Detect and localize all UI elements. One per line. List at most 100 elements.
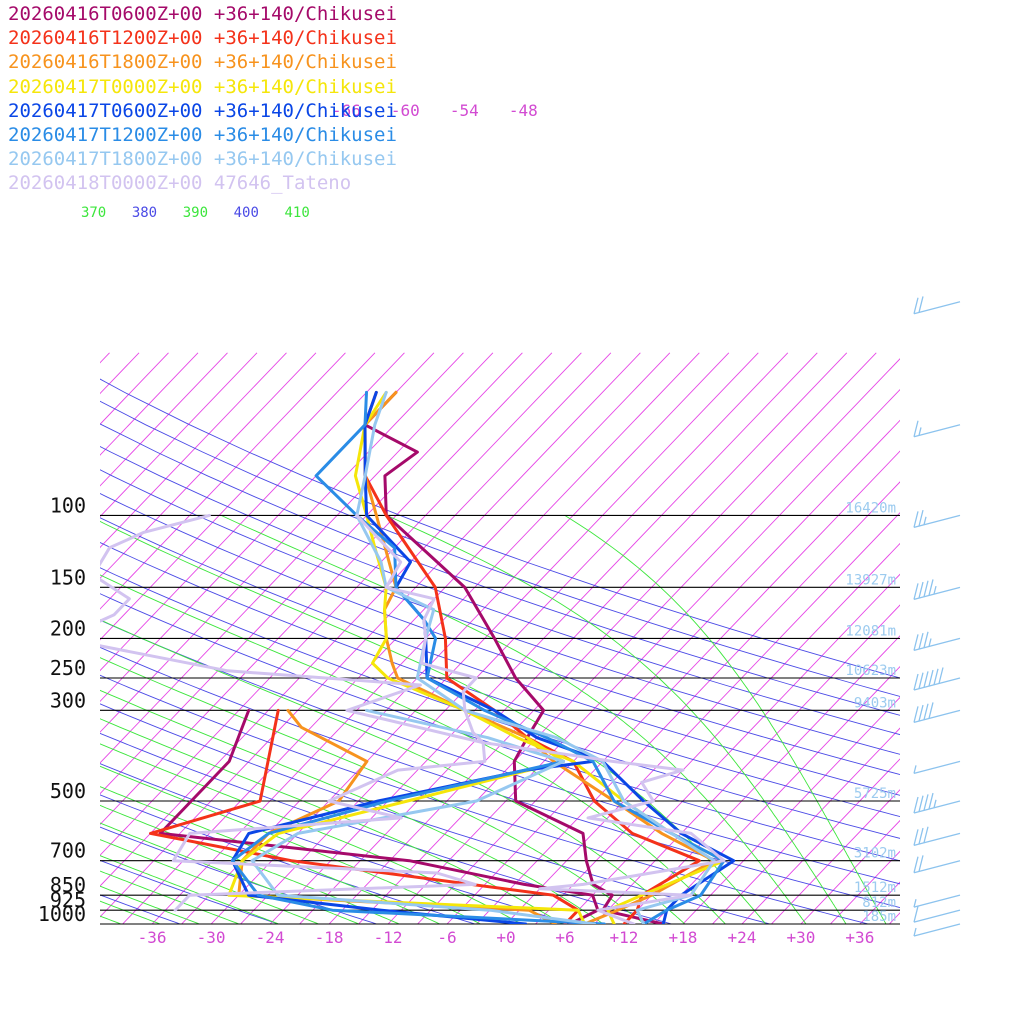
wind-barb-staff	[913, 760, 961, 775]
temperature-profile	[355, 513, 726, 924]
moist-adiabat-line	[100, 804, 401, 924]
temperature-tick-label: -24	[256, 928, 285, 947]
wind-barb-feather	[923, 826, 929, 843]
temperature-profile	[353, 390, 726, 924]
temperature-profile	[355, 390, 716, 924]
height-label: 10623m	[845, 663, 896, 679]
wind-barbs	[913, 296, 961, 937]
wind-barb	[913, 760, 961, 775]
pressure-tick-label: 925	[50, 888, 86, 912]
dry-adiabat-line	[100, 894, 182, 924]
height-label: 1512m	[854, 880, 896, 896]
wind-barb	[913, 420, 961, 438]
isotherm-line	[100, 352, 228, 487]
wind-barb-feather	[928, 579, 934, 596]
wind-barb	[913, 894, 961, 908]
pressure-tick-label: 300	[50, 688, 86, 712]
dry-adiabat-line	[100, 378, 900, 679]
dry-adiabat-line	[100, 674, 871, 924]
isotherm-line	[919, 353, 1024, 924]
theta-label: 410	[284, 205, 309, 221]
wind-barb-half-feather	[933, 799, 937, 808]
wind-barb	[913, 509, 961, 529]
temperature-tick-label: +0	[496, 928, 515, 947]
height-label: 16420m	[845, 500, 896, 516]
moist-adiabat-line	[100, 689, 605, 924]
dry-adiabat-line	[0, 353, 6, 933]
pressure-tick-label: 250	[50, 656, 86, 680]
wind-barb-staff	[913, 301, 961, 315]
height-label: 12081m	[845, 623, 896, 639]
height-label: 5725m	[854, 786, 896, 802]
wind-barb	[913, 855, 961, 874]
isotherm-line	[889, 912, 900, 924]
isotherm-line	[682, 696, 900, 924]
wind-barb-half-feather	[928, 638, 932, 647]
pressure-tick-label: 850	[50, 873, 86, 897]
legend-entry: 20260416T0600Z+00 +36+140/Chikusei	[8, 3, 397, 25]
legend-entry: 20260418T0000Z+00 47646_Tateno	[8, 172, 352, 195]
temperature-tick-label: -30	[197, 928, 226, 947]
wind-barb-feather	[928, 792, 934, 810]
wind-barb	[913, 826, 961, 846]
wind-barb-feather	[923, 703, 929, 720]
dewpoint-profile	[158, 708, 600, 924]
pressure-tick-label: 700	[50, 839, 86, 863]
wind-barb-half-feather	[923, 516, 927, 525]
temperature-profile	[314, 390, 726, 924]
dry-adiabat-line	[100, 493, 900, 776]
wind-barb-feather	[918, 795, 924, 812]
moist-adiabat-line	[100, 574, 727, 924]
pressure-tick-label: 200	[50, 616, 86, 640]
wind-barb-staff	[913, 514, 961, 529]
wind-barb-feather	[913, 297, 919, 314]
upper-isotherm-label: -66	[332, 101, 361, 120]
wind-barb-feather	[913, 511, 919, 528]
wind-barb-feather	[918, 672, 924, 689]
moist-adiabat-line	[100, 657, 645, 924]
wind-barb	[913, 631, 961, 652]
upper-isotherm-label: -60	[391, 101, 420, 120]
moist-adiabat-line	[100, 870, 241, 924]
dry-adiabat-line	[100, 517, 900, 796]
legend-entry: 20260416T1200Z+00 +36+140/Chikusei	[8, 27, 397, 50]
wind-barb-feather	[928, 702, 934, 719]
legend-entry: 20260416T1800Z+00 +36+140/Chikusei	[8, 51, 397, 74]
axis-labels: -36 -30 -24 -18 -12 -6 +0 +6 +12 +18 +24 +30 +36 -66 -…	[81, 101, 896, 947]
temperature-tick-label: +24	[727, 928, 756, 947]
temperature-profile	[363, 390, 736, 924]
wind-barb	[913, 792, 961, 814]
wind-barb-staff	[913, 860, 961, 874]
theta-label: 370	[81, 205, 106, 221]
isotherm-line	[0, 353, 21, 924]
dry-adiabat-line	[100, 542, 900, 818]
isotherm-line	[0, 353, 51, 924]
wind-barb-staff	[913, 677, 961, 691]
height-label: 185m	[862, 909, 896, 925]
isotherm-line	[100, 352, 346, 610]
wind-barb-feather	[918, 509, 924, 527]
legend-entry: 20260417T0600Z+00 +36+140/Chikusei	[8, 99, 397, 122]
wind-barb-feather	[913, 673, 919, 691]
wind-barb-feather	[918, 632, 924, 650]
moist-adiabat-line	[386, 514, 847, 924]
isotherm-line	[100, 352, 317, 579]
isotherm-line	[712, 727, 900, 924]
wind-barb-feather	[913, 856, 919, 873]
moist-adiabat-line	[100, 900, 162, 924]
height-label: 812m	[862, 895, 896, 911]
wind-barb	[913, 702, 961, 723]
temperature-tick-label: -18	[315, 928, 344, 947]
wind-barb-half-feather	[913, 899, 917, 908]
wind-barb-feather	[918, 296, 924, 313]
temperature-tick-label: +36	[845, 928, 874, 947]
wind-barb-half-feather	[913, 765, 917, 774]
wind-barb-feather	[928, 669, 934, 687]
dry-adiabat-line	[100, 400, 900, 697]
legend-entry: 20260417T0000Z+00 +36+140/Chikusei	[8, 75, 397, 98]
wind-barb	[913, 906, 961, 923]
dry-adiabat-line	[100, 646, 900, 909]
legend-entry: 20260417T1800Z+00 +36+140/Chikusei	[8, 148, 397, 171]
wind-barb-feather	[913, 634, 919, 651]
